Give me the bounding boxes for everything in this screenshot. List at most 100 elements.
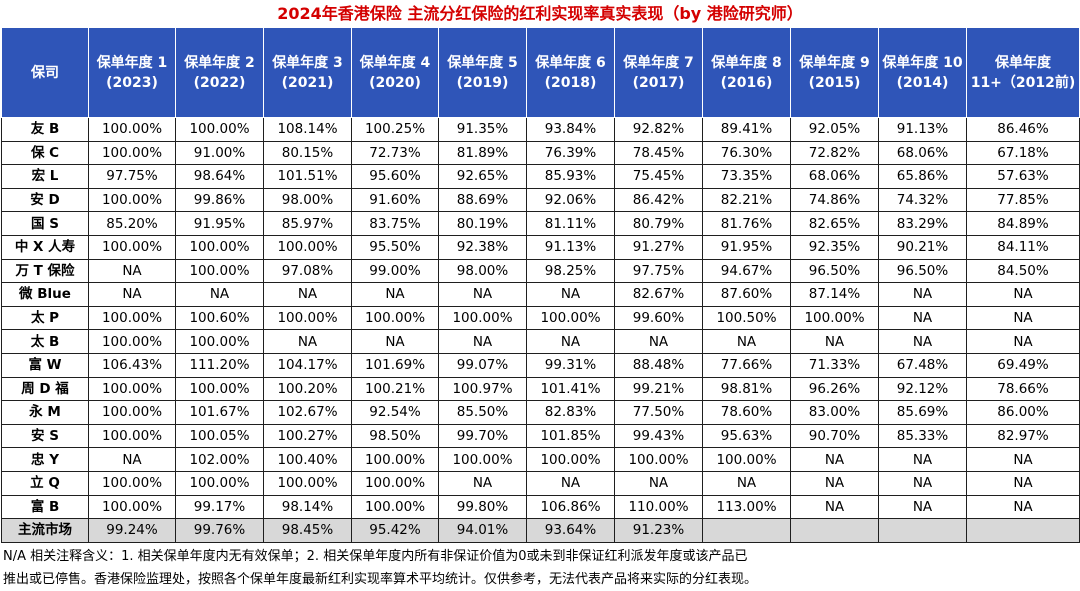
total-cell <box>702 518 791 543</box>
insurer-cell: 安 D <box>1 187 89 213</box>
table-body: 友 B 100.00% 100.00% 108.14% 100.25% 91.35% 93.… <box>1 117 1080 543</box>
rate-cell: NA <box>526 329 615 354</box>
rate-cell: 97.75% <box>88 164 176 189</box>
table-row: 太 P 100.00% 100.60% 100.00% 100.00% 100.00% 10… <box>1 305 1080 331</box>
rate-cell: NA <box>88 258 176 284</box>
rate-cell: 100.00% <box>88 117 176 142</box>
insurer-cell: 安 S <box>1 423 89 449</box>
rate-cell: 86.46% <box>966 117 1080 142</box>
rate-cell: 100.00% <box>702 447 791 472</box>
rate-cell: 92.12% <box>878 376 967 402</box>
rate-cell: 100.00% <box>175 329 264 354</box>
rate-cell: 100.00% <box>351 447 439 472</box>
rate-cell: NA <box>966 470 1080 496</box>
rate-cell: 81.89% <box>438 140 527 166</box>
rate-cell: 89.41% <box>702 117 791 142</box>
insurer-cell: 保 C <box>1 140 89 166</box>
rate-cell: NA <box>88 282 176 307</box>
rate-cell: 95.60% <box>351 164 439 189</box>
rate-cell: 91.27% <box>614 234 703 260</box>
rate-cell: 87.14% <box>790 282 879 307</box>
rate-cell: 94.67% <box>702 258 791 284</box>
rate-cell: 100.00% <box>526 447 615 472</box>
insurer-cell: 周 D 福 <box>1 376 89 402</box>
rate-cell: 90.21% <box>878 234 967 260</box>
rate-cell: 67.18% <box>966 140 1080 166</box>
rate-cell: NA <box>438 470 527 496</box>
rate-cell: 100.00% <box>438 305 527 331</box>
rate-cell: 92.65% <box>438 164 527 189</box>
rate-cell: NA <box>878 282 967 307</box>
rate-cell: 106.86% <box>526 494 615 520</box>
total-cell: 98.45% <box>263 518 352 543</box>
table-row: 安 D 100.00% 99.86% 98.00% 91.60% 88.69% 92.06%… <box>1 187 1080 213</box>
total-row: 主流市场 99.24% 99.76% 98.45% 95.42% 94.01% 93.64%… <box>1 518 1080 543</box>
rate-cell: 101.41% <box>526 376 615 402</box>
insurer-cell: 中 X 人寿 <box>1 234 89 260</box>
total-cell: 93.64% <box>526 518 615 543</box>
insurer-cell: 永 M <box>1 400 89 425</box>
rate-cell: 76.30% <box>702 140 791 166</box>
rate-cell: 73.35% <box>702 164 791 189</box>
rate-cell: 82.21% <box>702 187 791 213</box>
rate-cell: NA <box>263 282 352 307</box>
rate-cell: 95.63% <box>702 423 791 449</box>
rate-cell: NA <box>878 494 967 520</box>
rate-cell: 100.20% <box>263 376 352 402</box>
rate-cell: 91.35% <box>438 117 527 142</box>
rate-cell: 99.70% <box>438 423 527 449</box>
rate-cell: 83.75% <box>351 211 439 236</box>
rate-cell: 100.00% <box>88 400 176 425</box>
rate-cell: 92.06% <box>526 187 615 213</box>
rate-cell: 101.69% <box>351 352 439 378</box>
rate-cell: 100.27% <box>263 423 352 449</box>
total-cell: 99.76% <box>175 518 264 543</box>
rate-cell: 98.14% <box>263 494 352 520</box>
rate-cell: 92.05% <box>790 117 879 142</box>
rate-cell: 82.97% <box>966 423 1080 449</box>
footnote-line: 推出或已停售。香港保险监理处，按照各个保单年度最新红利实现率算术平均统计。仅供参… <box>3 572 758 587</box>
rate-cell: 100.00% <box>88 376 176 402</box>
rate-cell: 100.00% <box>88 494 176 520</box>
rate-cell: 85.93% <box>526 164 615 189</box>
rate-cell: 77.50% <box>614 400 703 425</box>
rate-cell: 84.50% <box>966 258 1080 284</box>
rate-cell: 71.33% <box>790 352 879 378</box>
insurer-cell: 太 B <box>1 329 89 354</box>
rate-cell: 76.39% <box>526 140 615 166</box>
rate-cell: 81.76% <box>702 211 791 236</box>
rate-cell: 91.95% <box>175 211 264 236</box>
rate-cell: 96.50% <box>790 258 879 284</box>
rate-cell: 97.08% <box>263 258 352 284</box>
rate-cell: 78.66% <box>966 376 1080 402</box>
rate-cell: 96.50% <box>878 258 967 284</box>
header-cell: 保单年度 7 (2017) <box>614 27 703 118</box>
rate-cell: NA <box>88 447 176 472</box>
rate-cell: 72.73% <box>351 140 439 166</box>
rate-cell: 101.67% <box>175 400 264 425</box>
rate-cell: 99.07% <box>438 352 527 378</box>
rate-cell: 100.00% <box>88 234 176 260</box>
rate-cell: 100.00% <box>438 447 527 472</box>
rate-cell: 108.14% <box>263 117 352 142</box>
insurer-cell: 万 T 保险 <box>1 258 89 284</box>
rate-cell: 100.00% <box>263 234 352 260</box>
rate-cell: 98.81% <box>702 376 791 402</box>
table-row: 万 T 保险 NA 100.00% 97.08% 99.00% 98.00% 98.25% 9… <box>1 258 1080 284</box>
table-row: 国 S 85.20% 91.95% 85.97% 83.75% 80.19% 81.11% 8… <box>1 211 1080 236</box>
rate-cell: 99.00% <box>351 258 439 284</box>
rate-cell: 68.06% <box>790 164 879 189</box>
header-cell: 保单年度 2 (2022) <box>175 27 264 118</box>
rate-cell: NA <box>614 329 703 354</box>
rate-cell: 91.60% <box>351 187 439 213</box>
header-cell: 保单年度 10 (2014) <box>878 27 967 118</box>
rate-cell: 85.33% <box>878 423 967 449</box>
header-cell: 保单年度 4 (2020) <box>351 27 439 118</box>
rate-cell: 82.65% <box>790 211 879 236</box>
rate-cell: 100.00% <box>175 376 264 402</box>
header-cell: 保司 <box>1 27 89 118</box>
rate-cell: 100.25% <box>351 117 439 142</box>
rate-cell: 100.97% <box>438 376 527 402</box>
rate-cell: 100.00% <box>351 494 439 520</box>
rate-cell: 100.00% <box>175 234 264 260</box>
